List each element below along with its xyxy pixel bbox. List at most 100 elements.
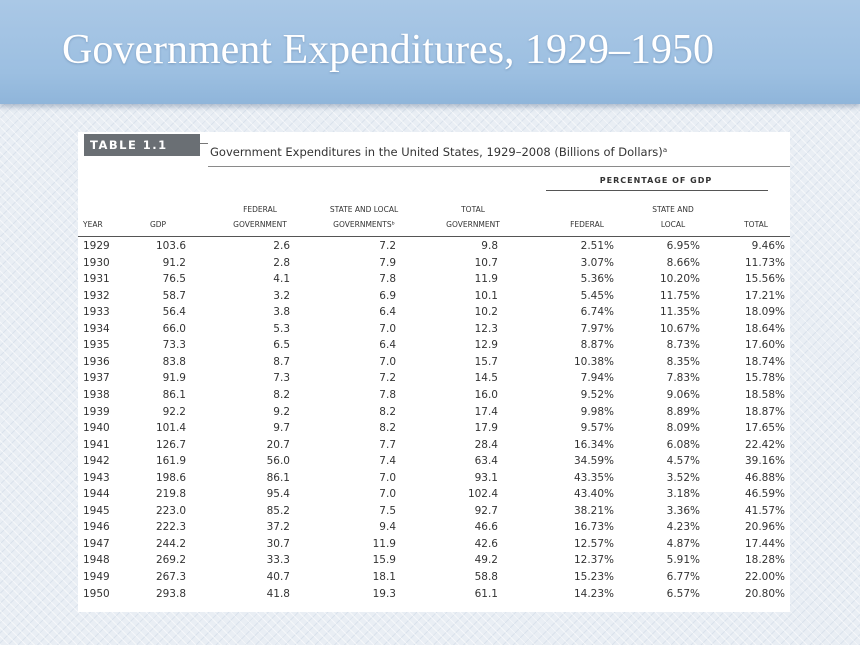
cell-pct-total: 9.46% xyxy=(751,240,785,252)
cell-total: 63.4 xyxy=(474,455,498,468)
cell-pct-state-local: 9.06% xyxy=(666,388,700,401)
cell-pct-federal: 14.23% xyxy=(573,587,614,600)
cell-total: 28.4 xyxy=(474,438,498,451)
cell-total: 49.2 xyxy=(474,554,498,567)
cell-federal: 9.2 xyxy=(273,405,290,418)
cell-pct-federal: 34.59% xyxy=(573,455,614,468)
table-row: 1942 161.9 56.0 7.4 63.4 34.59% 4.57% 39.16% xyxy=(78,455,790,471)
cell-year: 1936 xyxy=(83,355,110,368)
table-row: 1939 92.2 9.2 8.2 17.4 9.98% 8.89% 18.87% xyxy=(78,406,790,422)
table-row: 1947 244.2 30.7 11.9 42.6 12.57% 4.87% 17.44% xyxy=(78,538,790,554)
cell-pct-state-local: 4.87% xyxy=(666,537,700,550)
cell-year: 1948 xyxy=(83,554,110,567)
cell-federal: 40.7 xyxy=(266,571,290,583)
cell-federal: 7.3 xyxy=(273,372,290,385)
table-row: 1932 58.7 3.2 6.9 10.1 5.45% 11.75% 17.21% xyxy=(78,290,790,306)
header-total-government: TOTAL GOVERNMENT xyxy=(446,205,500,229)
cell-total: 12.9 xyxy=(474,339,498,352)
cell-pct-federal: 7.97% xyxy=(580,322,614,335)
cell-gdp: 161.9 xyxy=(155,455,186,468)
cell-pct-total: 20.96% xyxy=(744,521,785,534)
cell-pct-federal: 3.07% xyxy=(580,256,614,269)
cell-year: 1932 xyxy=(83,289,110,302)
cell-federal: 4.1 xyxy=(273,273,290,286)
cell-federal: 37.2 xyxy=(266,521,290,534)
cell-year: 1942 xyxy=(83,455,110,468)
cell-state-local: 7.5 xyxy=(379,504,396,517)
cell-federal: 2.6 xyxy=(273,240,290,252)
cell-year: 1939 xyxy=(83,405,110,418)
table-row: 1929 103.6 2.6 7.2 9.8 2.51% 6.95% 9.46% xyxy=(78,240,790,256)
cell-federal: 6.5 xyxy=(273,339,290,352)
cell-state-local: 7.7 xyxy=(379,438,396,451)
table-row: 1937 91.9 7.3 7.2 14.5 7.94% 7.83% 15.78% xyxy=(78,372,790,388)
cell-year: 1946 xyxy=(83,521,110,534)
cell-pct-federal: 6.74% xyxy=(580,306,614,319)
cell-pct-total: 46.88% xyxy=(744,471,785,484)
cell-state-local: 7.4 xyxy=(379,455,396,468)
cell-pct-state-local: 6.77% xyxy=(666,571,700,583)
cell-pct-total: 46.59% xyxy=(744,488,785,501)
cell-state-local: 19.3 xyxy=(372,587,396,600)
cell-pct-federal: 5.45% xyxy=(580,289,614,302)
cell-year: 1940 xyxy=(83,422,110,435)
cell-total: 93.1 xyxy=(474,471,498,484)
cell-pct-federal: 12.57% xyxy=(573,537,614,550)
cell-pct-federal: 12.37% xyxy=(573,554,614,567)
cell-federal: 30.7 xyxy=(266,537,290,550)
cell-total: 58.8 xyxy=(474,571,498,583)
table-row: 1946 222.3 37.2 9.4 46.6 16.73% 4.23% 20.96% xyxy=(78,521,790,537)
cell-year: 1944 xyxy=(83,488,110,501)
cell-federal: 2.8 xyxy=(273,256,290,269)
cell-pct-total: 11.73% xyxy=(744,256,785,269)
cell-gdp: 267.3 xyxy=(155,571,186,583)
cell-gdp: 222.3 xyxy=(155,521,186,534)
cell-state-local: 7.8 xyxy=(379,388,396,401)
cell-gdp: 58.7 xyxy=(162,289,186,302)
cell-gdp: 101.4 xyxy=(155,422,186,435)
cell-year: 1937 xyxy=(83,372,110,385)
cell-federal: 41.8 xyxy=(266,587,290,600)
cell-pct-state-local: 3.52% xyxy=(666,471,700,484)
cell-pct-state-local: 8.89% xyxy=(666,405,700,418)
cell-gdp: 293.8 xyxy=(155,587,186,600)
cell-pct-total: 17.44% xyxy=(744,537,785,550)
table-row: 1945 223.0 85.2 7.5 92.7 38.21% 3.36% 41.57% xyxy=(78,505,790,521)
cell-pct-federal: 43.35% xyxy=(573,471,614,484)
table-row: 1949 267.3 40.7 18.1 58.8 15.23% 6.77% 22.00% xyxy=(78,571,790,587)
cell-gdp: 66.0 xyxy=(162,322,186,335)
cell-gdp: 86.1 xyxy=(162,388,186,401)
cell-pct-state-local: 10.67% xyxy=(659,322,700,335)
table-row: 1936 83.8 8.7 7.0 15.7 10.38% 8.35% 18.74% xyxy=(78,356,790,372)
cell-pct-total: 22.00% xyxy=(744,571,785,583)
cell-state-local: 6.4 xyxy=(379,306,396,319)
cell-federal: 33.3 xyxy=(266,554,290,567)
cell-total: 14.5 xyxy=(474,372,498,385)
cell-state-local: 8.2 xyxy=(379,405,396,418)
cell-pct-total: 18.64% xyxy=(744,322,785,335)
cell-federal: 56.0 xyxy=(266,455,290,468)
cell-pct-total: 17.21% xyxy=(744,289,785,302)
cell-year: 1947 xyxy=(83,537,110,550)
cell-pct-federal: 8.87% xyxy=(580,339,614,352)
table-row: 1943 198.6 86.1 7.0 93.1 43.35% 3.52% 46.88% xyxy=(78,472,790,488)
cell-gdp: 91.2 xyxy=(162,256,186,269)
table-row: 1934 66.0 5.3 7.0 12.3 7.97% 10.67% 18.64% xyxy=(78,323,790,339)
cell-state-local: 9.4 xyxy=(379,521,396,534)
header-federal-government: FEDERAL GOVERNMENT xyxy=(233,205,287,229)
table-tag: TABLE 1.1 xyxy=(84,134,200,156)
cell-state-local: 7.0 xyxy=(379,471,396,484)
cell-gdp: 103.6 xyxy=(155,240,186,252)
header-pct-federal: FEDERAL xyxy=(570,220,604,229)
cell-total: 10.7 xyxy=(474,256,498,269)
cell-federal: 3.8 xyxy=(273,306,290,319)
cell-state-local: 6.9 xyxy=(379,289,396,302)
cell-total: 15.7 xyxy=(474,355,498,368)
cell-total: 10.1 xyxy=(474,289,498,302)
cell-year: 1935 xyxy=(83,339,110,352)
cell-state-local: 6.4 xyxy=(379,339,396,352)
cell-state-local: 15.9 xyxy=(372,554,396,567)
cell-pct-total: 39.16% xyxy=(744,455,785,468)
cell-pct-state-local: 4.23% xyxy=(666,521,700,534)
cell-total: 12.3 xyxy=(474,322,498,335)
